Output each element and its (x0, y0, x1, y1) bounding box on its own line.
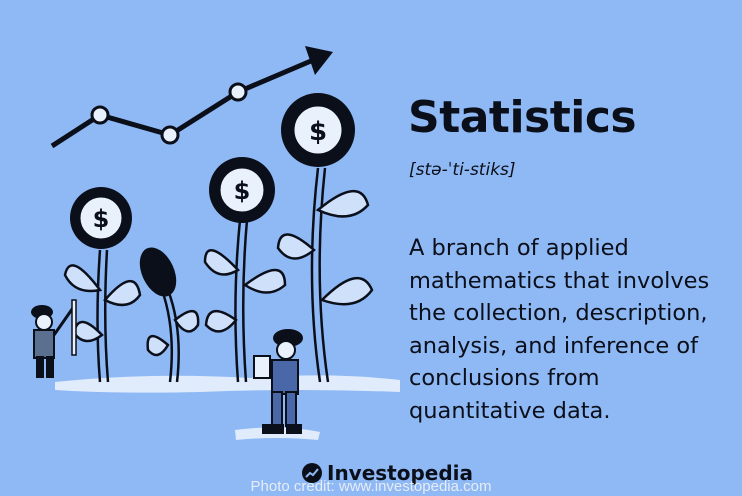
pronunciation: [stə-ˈti-stiks] (409, 160, 516, 180)
svg-text:$: $ (234, 177, 251, 205)
definition-text: A branch of applied mathematics that inv… (409, 235, 710, 424)
brand-name: Investopedia (327, 461, 474, 485)
svg-text:$: $ (309, 117, 327, 147)
dollar-flower-icon: $ (281, 93, 355, 167)
person-with-tablet (253, 329, 303, 434)
dollar-flower-icon: $ (209, 157, 275, 223)
dollar-flower-icon: $ (70, 187, 132, 249)
photo-credit: Photo credit: www.investopedia.com (250, 478, 492, 495)
trend-arrow-icon (50, 46, 333, 149)
investopedia-logo-icon (302, 463, 322, 483)
term-title: Statistics (408, 92, 637, 143)
svg-text:$: $ (93, 205, 110, 233)
brand: Investopedia (301, 461, 473, 485)
person-measuring (31, 299, 77, 378)
wilted-flower (139, 247, 177, 297)
